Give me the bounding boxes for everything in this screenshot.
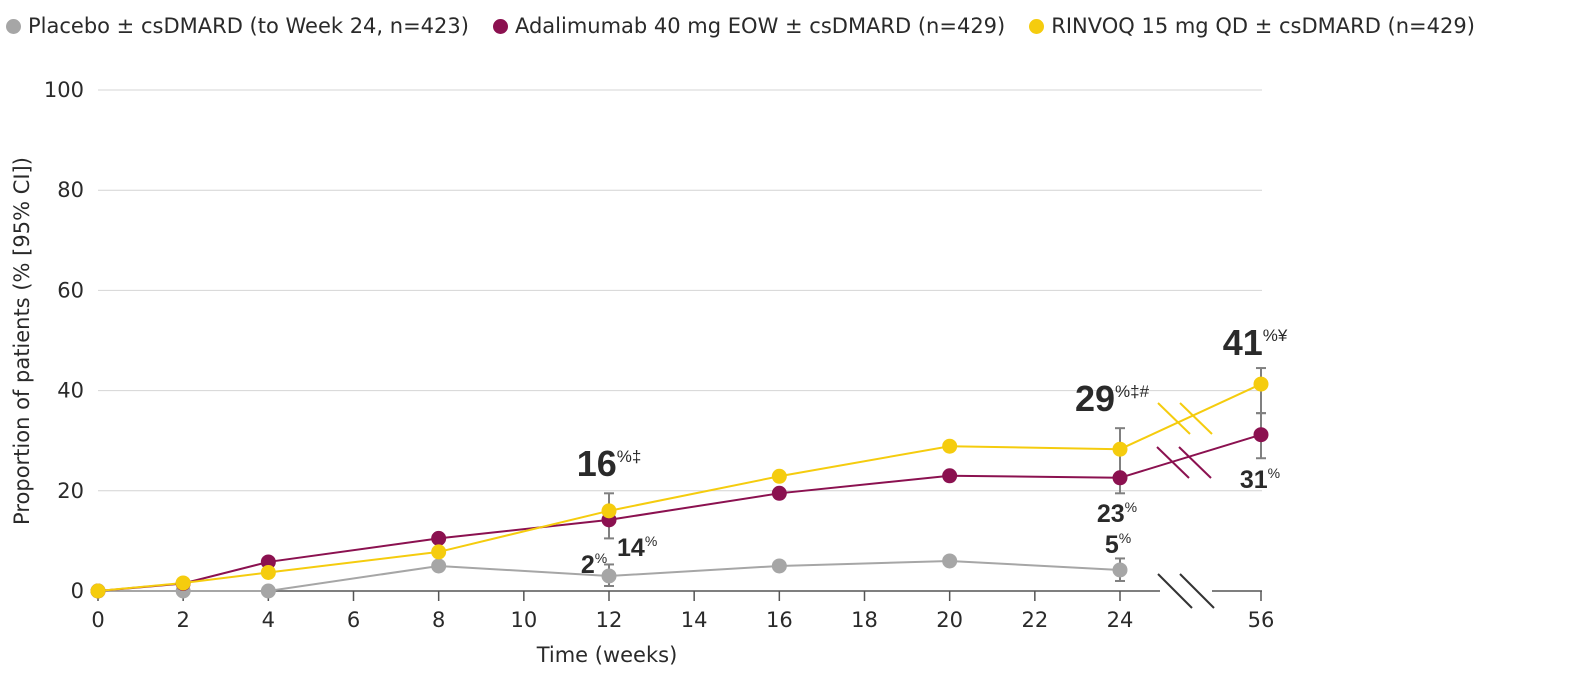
legend-label-adalimumab: Adalimumab 40 mg EOW ± csDMARD (n=429) bbox=[514, 14, 1006, 38]
data-point-rinvoq bbox=[771, 468, 787, 484]
x-tick-label: 14 bbox=[681, 608, 708, 632]
y-axis-title: Proportion of patients (% [95% CI]) bbox=[10, 157, 34, 525]
x-tick-label: 24 bbox=[1107, 608, 1134, 632]
x-tick-label: 8 bbox=[432, 608, 445, 632]
data-point-rinvoq bbox=[90, 583, 106, 599]
data-point-adalimumab bbox=[771, 485, 787, 501]
x-tick-label: 22 bbox=[1021, 608, 1048, 632]
data-points bbox=[90, 376, 1269, 599]
data-point-rinvoq bbox=[1112, 441, 1128, 457]
legend-label-rinvoq: RINVOQ 15 mg QD ± csDMARD (n=429) bbox=[1051, 14, 1475, 38]
x-tick-label: 16 bbox=[766, 608, 793, 632]
data-point-adalimumab bbox=[1253, 427, 1269, 443]
legend-item-placebo: Placebo ± csDMARD (to Week 24, n=423) bbox=[6, 14, 469, 38]
break-slash bbox=[1178, 446, 1212, 479]
y-tick-label: 60 bbox=[57, 278, 84, 302]
data-point-rinvoq bbox=[1253, 376, 1269, 392]
annotation-placebo-wk12: 2% bbox=[581, 550, 607, 579]
break-slash bbox=[1179, 573, 1215, 609]
data-point-adalimumab bbox=[260, 554, 276, 570]
data-point-rinvoq bbox=[942, 438, 958, 454]
y-tick-label: 40 bbox=[57, 379, 84, 403]
series-line-placebo bbox=[98, 559, 1121, 592]
x-tick-label: 56 bbox=[1248, 608, 1275, 632]
annotation-rinvoq-wk12: 16%‡ bbox=[577, 443, 642, 484]
data-point-placebo bbox=[942, 553, 958, 569]
y-tick-label: 100 bbox=[44, 78, 84, 102]
x-tick-label: 0 bbox=[91, 608, 104, 632]
annotations: 16%‡ 14% 2% 29%‡# 23%5% 41%¥ 31% bbox=[577, 322, 1288, 579]
legend-dot-placebo bbox=[6, 18, 21, 34]
annotation-adalimumab-wk56: 31% bbox=[1240, 465, 1280, 494]
x-tick-label: 18 bbox=[851, 608, 878, 632]
x-tick-label: 20 bbox=[936, 608, 963, 632]
break-slash bbox=[1157, 573, 1193, 609]
annotation-adalimumab-wk24: 23% bbox=[1097, 499, 1137, 528]
data-point-placebo bbox=[1112, 562, 1128, 578]
x-tick-label: 6 bbox=[347, 608, 360, 632]
x-tick-label: 2 bbox=[176, 608, 189, 632]
annotation-adalimumab-wk12: 14% bbox=[617, 533, 657, 562]
data-point-rinvoq bbox=[601, 503, 617, 519]
legend-item-adalimumab: Adalimumab 40 mg EOW ± csDMARD (n=429) bbox=[492, 14, 1006, 38]
x-axis: 0 2 4 6 8 10 12 14 16 18 20 22 24 56 bbox=[91, 590, 1275, 632]
data-point-placebo bbox=[771, 558, 787, 574]
legend-label-placebo: Placebo ± csDMARD (to Week 24, n=423) bbox=[28, 14, 469, 38]
data-point-rinvoq bbox=[175, 575, 191, 591]
break-slash bbox=[1157, 402, 1191, 435]
gridlines bbox=[98, 89, 1262, 492]
x-tick-label: 10 bbox=[510, 608, 537, 632]
x-tick-label: 12 bbox=[596, 608, 623, 632]
y-tick-label: 20 bbox=[57, 479, 84, 503]
legend-dot-rinvoq bbox=[1029, 18, 1045, 34]
chart-legend: Placebo ± csDMARD (to Week 24, n=423) Ad… bbox=[6, 10, 1475, 42]
data-point-rinvoq bbox=[431, 544, 447, 560]
data-point-placebo bbox=[431, 558, 447, 574]
annotation-rinvoq-wk24: 29%‡# bbox=[1075, 378, 1150, 419]
y-tick-label: 80 bbox=[57, 178, 84, 202]
data-point-rinvoq bbox=[260, 564, 276, 580]
break-slash bbox=[1179, 402, 1213, 435]
legend-item-rinvoq: RINVOQ 15 mg QD ± csDMARD (n=429) bbox=[1029, 14, 1475, 38]
y-axis-ticks: 0 20 40 60 80 100 bbox=[44, 78, 84, 603]
data-point-placebo bbox=[260, 583, 276, 599]
annotation-placebo-wk24: 5% bbox=[1105, 530, 1131, 559]
annotation-rinvoq-wk56: 41%¥ bbox=[1223, 322, 1288, 363]
legend-dot-adalimumab bbox=[492, 18, 508, 34]
data-point-adalimumab bbox=[1112, 470, 1128, 486]
axis-break-marks bbox=[1156, 402, 1215, 609]
data-point-placebo bbox=[601, 568, 617, 584]
x-tick-label: 4 bbox=[262, 608, 275, 632]
x-axis-title: Time (weeks) bbox=[536, 643, 678, 667]
y-tick-label: 0 bbox=[71, 579, 84, 603]
data-point-adalimumab bbox=[942, 468, 958, 484]
data-point-adalimumab bbox=[431, 530, 447, 546]
